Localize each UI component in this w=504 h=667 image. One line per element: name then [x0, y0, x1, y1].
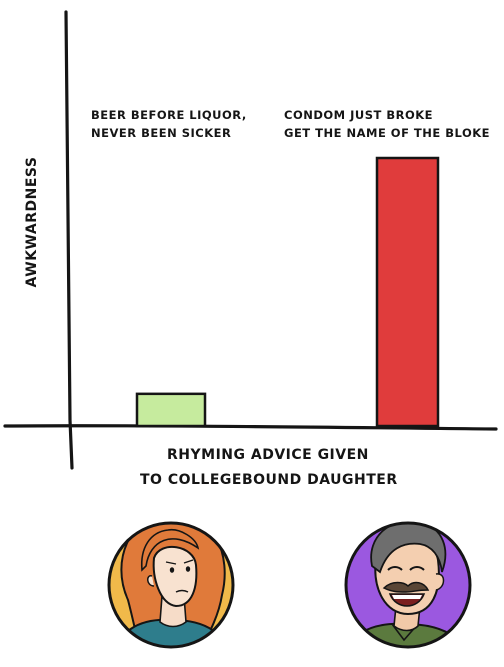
- y-axis: [64, 10, 74, 470]
- bar-beer-before-liquor: [135, 392, 207, 428]
- bar-condom-just-broke: [375, 156, 440, 428]
- bar-label-condom-line1: CONDOM JUST BROKE: [284, 108, 433, 122]
- y-axis-label: AWKWARDNESS: [24, 157, 40, 288]
- x-axis: [3, 424, 498, 431]
- daughter-portrait: [107, 521, 235, 649]
- bars: [135, 156, 440, 428]
- x-axis-label-line2: TO COLLEGEBOUND DAUGHTER: [140, 472, 398, 488]
- bar-label-beer-line2: NEVER BEEN SICKER: [91, 126, 231, 140]
- father-portrait: [344, 521, 472, 649]
- x-axis-label-line1: RHYMING ADVICE GIVEN: [167, 447, 369, 463]
- bar-label-beer-line1: BEER BEFORE LIQUOR,: [91, 108, 247, 122]
- bar-label-condom-line2: GET THE NAME OF THE BLOKE: [284, 126, 490, 140]
